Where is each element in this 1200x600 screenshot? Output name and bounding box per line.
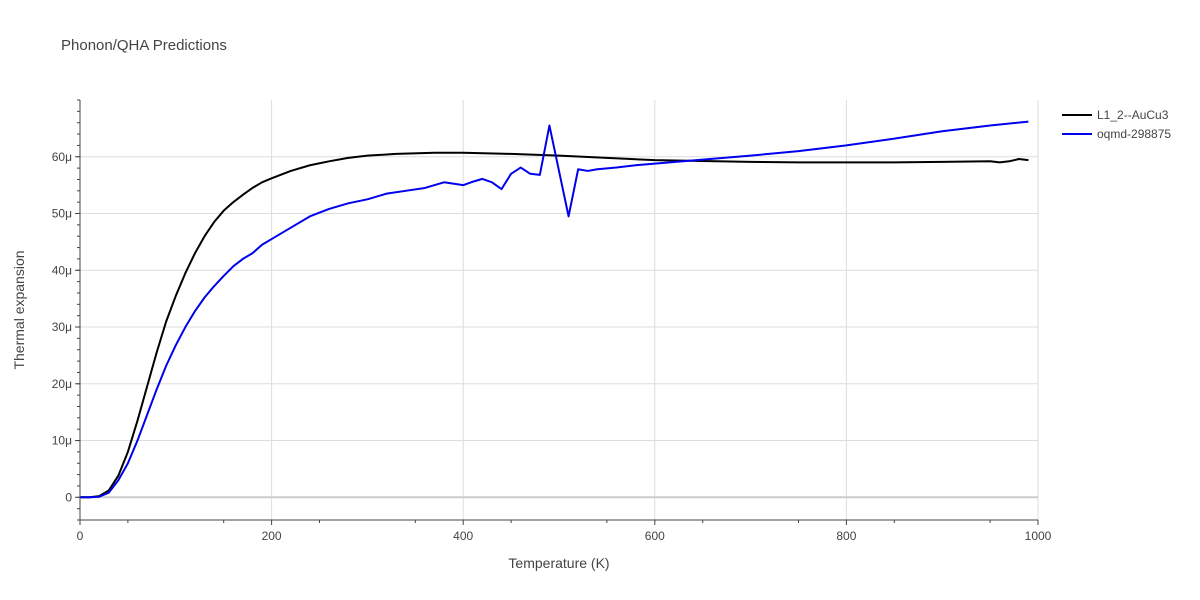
plot-area	[80, 120, 1029, 499]
x-tick-label: 600	[645, 529, 665, 543]
legend-item[interactable]: L1_2--AuCu3	[1062, 108, 1169, 122]
axes: 0 200 400 600 800 1000 0 10μ 20μ 30μ 40μ 50μ 60μ	[52, 99, 1052, 543]
legend[interactable]: L1_2--AuCu3 oqmd-298875	[1062, 108, 1171, 141]
grid-layer	[80, 100, 1039, 520]
y-tick-label: 30μ	[52, 320, 72, 334]
y-tick-label: 20μ	[52, 377, 72, 391]
x-tick-label: 0	[77, 529, 84, 543]
legend-label: oqmd-298875	[1097, 127, 1171, 141]
x-axis-label: Temperature (K)	[508, 555, 609, 571]
y-tick-label: 50μ	[52, 207, 72, 221]
x-tick-label: 800	[836, 529, 856, 543]
y-tick-label: 60μ	[52, 150, 72, 164]
series-line-l1-2-aucu3[interactable]	[80, 151, 1029, 499]
chart-title: Phonon/QHA Predictions	[61, 37, 227, 54]
y-axis-label: Thermal expansion	[11, 250, 27, 369]
y-tick-label: 0	[65, 490, 72, 504]
series-line-oqmd-298875[interactable]	[80, 120, 1029, 499]
legend-item[interactable]: oqmd-298875	[1062, 127, 1171, 141]
x-tick-label: 200	[262, 529, 282, 543]
x-tick-label: 400	[453, 529, 473, 543]
y-tick-label: 40μ	[52, 263, 72, 277]
y-tick-label: 10μ	[52, 434, 72, 448]
x-tick-label: 1000	[1025, 529, 1052, 543]
legend-label: L1_2--AuCu3	[1097, 108, 1169, 122]
